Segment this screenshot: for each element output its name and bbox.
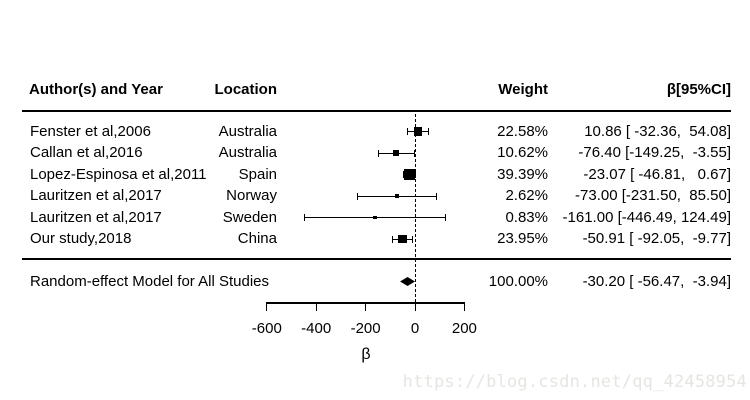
study-weight: 23.95% [497,230,548,247]
header-rule [22,110,731,112]
study-ci: -73.00 [-231.50, 85.50] [575,187,731,204]
ci-cap [435,192,437,200]
effect-square [395,194,399,198]
effect-ci-header: β[95%CI] [666,81,731,98]
study-weight: 2.62% [505,187,548,204]
study-ci: 10.86 [ -32.36, 54.08] [584,122,731,140]
ci-cap [412,235,414,243]
study-weight: 22.58% [497,122,548,140]
ci-cap [304,214,306,221]
study-author: Fenster et al,2006 [30,122,151,140]
study-author: Lauritzen et al,2017 [30,208,162,226]
summary-diamond [400,277,416,286]
x-axis-tick [463,302,465,311]
study-ci: -76.40 [-149.25, -3.55] [578,144,731,161]
location-header: Location [214,81,278,98]
study-location: Australia [218,122,277,140]
ci-cap [406,128,408,135]
x-axis-tick-label: -400 [301,320,332,337]
study-weight: 39.39% [497,165,548,183]
x-axis-tick [414,302,416,311]
study-author: Callan et al,2016 [30,144,143,161]
ci-cap [357,192,359,200]
ci-cap [402,171,404,178]
ci-cap [445,214,447,221]
summary-weight: 100.00% [488,272,548,290]
study-location: Norway [226,187,277,204]
x-axis-tick-label: 0 [410,320,420,337]
x-axis-tick-label: -200 [350,320,381,337]
summary-ci: -30.20 [ -56.47, -3.94] [582,272,731,290]
effect-square [393,150,399,156]
ci-cap [377,149,379,157]
x-axis-title: β [361,346,371,363]
study-ci: -50.91 [ -92.05, -9.77] [582,230,731,247]
ci-cap [427,128,429,135]
study-location: Australia [218,144,277,161]
x-axis-tick [315,302,317,311]
study-location: Sweden [222,208,277,226]
zero-reference-line [414,114,416,303]
study-weight: 10.62% [497,144,548,161]
effect-square [373,215,377,220]
study-author: Lauritzen et al,2017 [30,187,162,204]
x-axis-tick [365,302,367,311]
x-axis-tick [266,302,268,311]
effect-square [403,169,415,180]
x-axis-tick-label: 200 [451,320,477,337]
summary-label: Random-effect Model for All Studies [30,272,270,290]
study-ci: -23.07 [ -46.81, 0.67] [583,165,731,183]
x-axis-tick-label: -600 [251,320,282,337]
effect-square [398,234,407,244]
study-author: Our study,2018 [30,230,132,247]
ci-cap [391,235,393,243]
weight-header: Weight [498,81,548,98]
study-author: Lopez-Espinosa et al,2011 [30,165,207,183]
author-year-header: Author(s) and Year [29,81,163,98]
study-location: Spain [238,165,277,183]
study-ci: -161.00 [-446.49, 124.49] [562,208,731,226]
summary-rule [22,258,731,260]
effect-square [413,127,422,136]
watermark: https://blog.csdn.net/qq_42458954 [402,372,747,392]
ci-cap [413,149,415,157]
study-location: China [237,230,277,247]
study-weight: 0.83% [505,208,548,226]
ci-cap [414,171,416,178]
